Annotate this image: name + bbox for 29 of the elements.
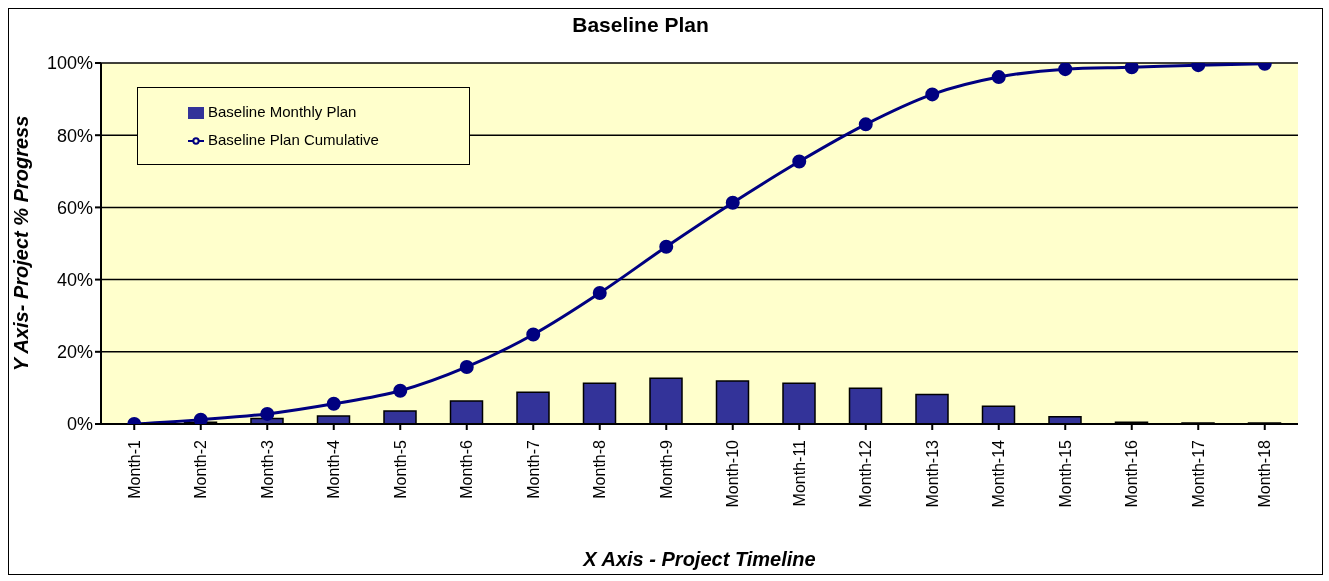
y-tick-label: 20% <box>56 342 93 363</box>
x-tick-label: Month-15 <box>1056 439 1074 508</box>
x-tick-label: Month-12 <box>857 439 875 508</box>
x-tick-label: Month-3 <box>258 439 276 499</box>
x-tick-label: Month-4 <box>325 439 343 499</box>
y-tick-label: 100% <box>46 53 93 74</box>
x-tick-label: Month-11 <box>790 439 808 507</box>
x-tick-label: Month-1 <box>125 439 143 499</box>
x-tick-label: Month-17 <box>1189 439 1207 508</box>
x-tick-label: Month-2 <box>192 439 210 499</box>
x-tick-label: Month-13 <box>923 439 941 508</box>
x-tick-label: Month-5 <box>391 439 409 499</box>
x-axis-title: X Axis - Project Timeline <box>582 548 816 570</box>
legend-label: Baseline Monthly Plan <box>208 103 357 120</box>
y-axis-title: Y Axis- Project % Progress <box>10 115 33 372</box>
x-tick-label: Month-8 <box>591 439 609 499</box>
x-tick-label: Month-16 <box>1123 439 1141 508</box>
chart-title: Baseline Plan <box>571 13 710 37</box>
y-tick-label: 80% <box>56 125 93 146</box>
x-tick-label: Month-14 <box>990 439 1008 508</box>
x-tick-label: Month-10 <box>724 439 742 508</box>
y-tick-label: 40% <box>56 269 93 290</box>
x-tick-label: Month-6 <box>458 439 476 499</box>
x-tick-label: Month-7 <box>524 439 542 499</box>
y-tick-label: 60% <box>56 197 93 218</box>
x-tick-label: Month-18 <box>1256 439 1274 508</box>
legend-label: Baseline Plan Cumulative <box>208 131 379 148</box>
x-tick-label: Month-9 <box>657 439 675 499</box>
y-tick-label: 0% <box>66 414 93 435</box>
